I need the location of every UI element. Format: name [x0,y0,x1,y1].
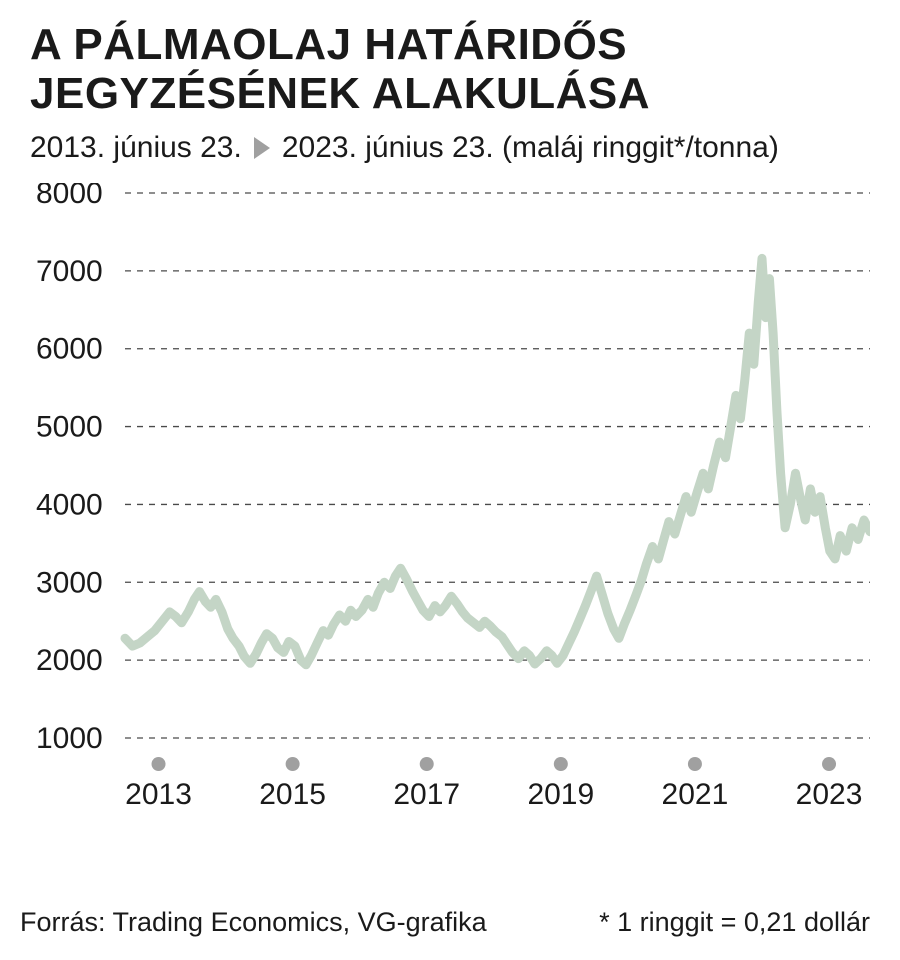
svg-text:2015: 2015 [259,778,326,811]
svg-text:2017: 2017 [393,778,460,811]
svg-text:4000: 4000 [36,488,103,521]
svg-text:2000: 2000 [36,644,103,677]
chart-area: 1000 2000 3000 4000 5000 6000 7000 8000 2013 2015… [30,183,870,823]
svg-text:5000: 5000 [36,410,103,443]
title-line-1: A PÁLMAOLAJ HATÁRIDŐS [30,20,627,69]
svg-text:8000: 8000 [36,183,103,210]
arrow-right-icon [254,137,270,159]
svg-text:3000: 3000 [36,566,103,599]
chart-subtitle: 2013. június 23. 2023. június 23. (maláj… [30,131,870,165]
title-line-2: JEGYZÉSÉNEK ALAKULÁSA [30,69,650,118]
subtitle-from: 2013. június 23. [30,131,242,165]
chart-title: A PÁLMAOLAJ HATÁRIDŐS JEGYZÉSÉNEK ALAKUL… [30,20,870,119]
svg-text:7000: 7000 [36,254,103,287]
svg-text:2021: 2021 [662,778,729,811]
footnote-text: * 1 ringgit = 0,21 dollár [599,907,870,938]
subtitle-to: 2023. június 23. (maláj ringgit*/tonna) [282,131,779,165]
svg-text:1000: 1000 [36,722,103,755]
chart-footer: Forrás: Trading Economics, VG-grafika * … [20,907,870,938]
line-chart: 1000 2000 3000 4000 5000 6000 7000 8000 2013 2015… [30,183,870,823]
svg-text:6000: 6000 [36,332,103,365]
svg-text:2019: 2019 [527,778,594,811]
source-text: Forrás: Trading Economics, VG-grafika [20,907,487,938]
svg-text:2023: 2023 [796,778,863,811]
svg-text:2013: 2013 [125,778,192,811]
